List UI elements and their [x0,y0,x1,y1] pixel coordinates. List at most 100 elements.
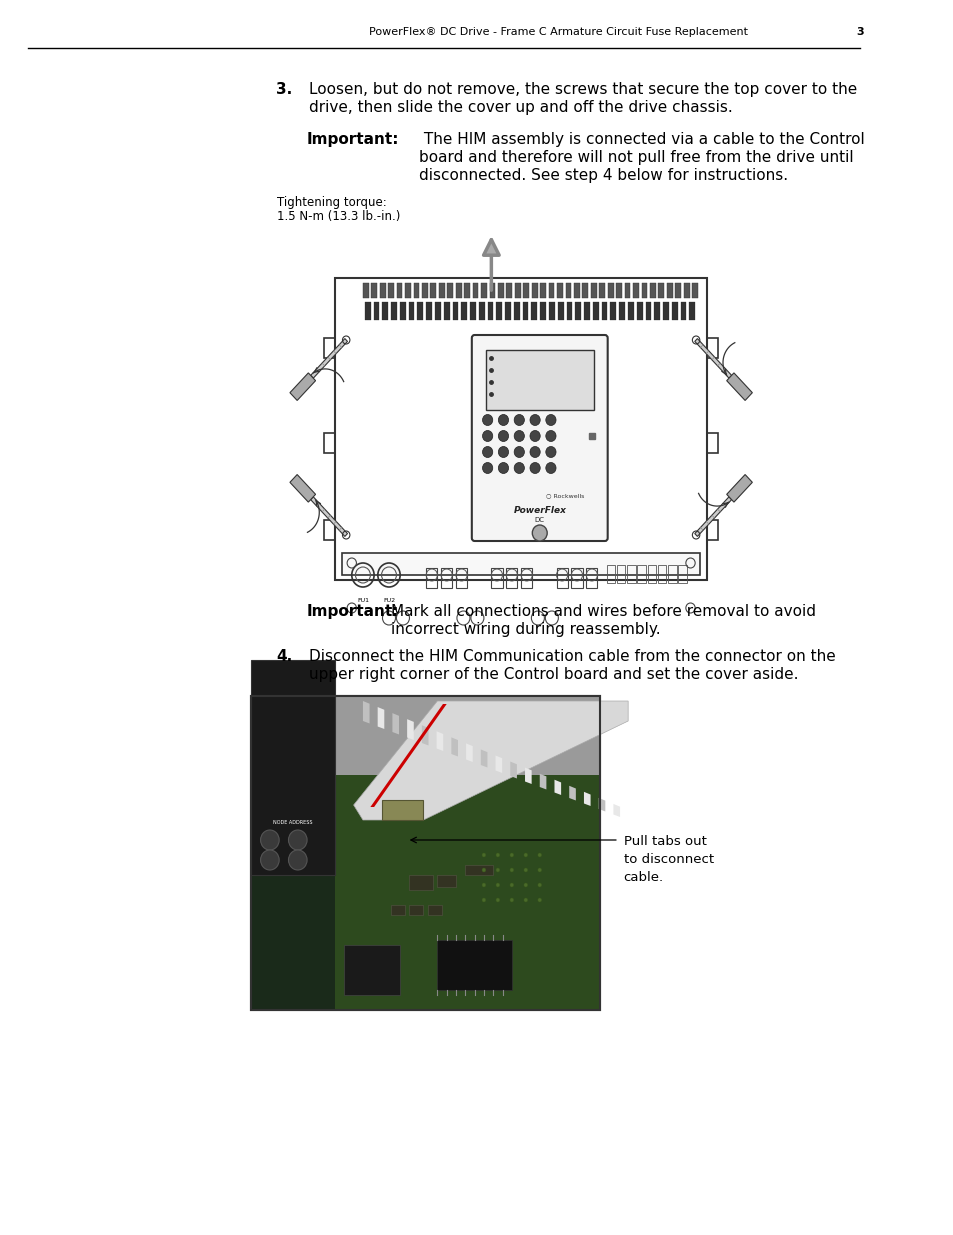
Circle shape [510,868,513,872]
Bar [414,283,419,298]
Bar [617,564,625,583]
Polygon shape [539,773,546,789]
Bar [391,303,396,320]
Bar [487,303,493,320]
Text: cable.: cable. [623,871,663,884]
Bar [497,283,503,298]
Bar [582,283,588,298]
Circle shape [532,525,547,541]
Bar [362,283,368,298]
Bar [627,303,633,320]
Bar [637,564,645,583]
Bar [666,283,672,298]
Polygon shape [495,756,501,773]
Bar [633,283,639,298]
Bar [618,303,624,320]
Bar [440,568,452,588]
Bar [571,568,582,588]
Circle shape [497,415,508,426]
Polygon shape [554,779,560,795]
Polygon shape [421,725,428,746]
Bar [548,283,554,298]
Bar [452,303,457,320]
Polygon shape [451,737,457,757]
Bar [436,940,512,990]
Text: disconnected. See step 4 below for instructions.: disconnected. See step 4 below for instr… [418,168,787,183]
Bar [539,283,545,298]
Polygon shape [524,768,531,784]
Circle shape [545,415,556,426]
Bar [399,303,405,320]
Polygon shape [392,713,398,735]
Bar [522,303,528,320]
Bar [590,283,596,298]
Bar [436,876,456,887]
Circle shape [260,850,279,869]
Circle shape [496,883,499,887]
Bar [557,283,562,298]
FancyBboxPatch shape [472,335,607,541]
Bar [658,564,665,583]
Bar [574,283,579,298]
Text: Disconnect the HIM Communication cable from the connector on the: Disconnect the HIM Communication cable f… [309,650,835,664]
Bar [662,303,668,320]
Bar [489,283,495,298]
Bar [364,303,370,320]
Text: DC: DC [535,517,544,522]
Text: 1.5 N-m (13.3 lb.-in.): 1.5 N-m (13.3 lb.-in.) [277,210,400,224]
Circle shape [496,898,499,902]
Bar [689,303,695,320]
Bar [566,303,572,320]
Bar [323,338,335,358]
Bar [409,876,433,890]
Circle shape [530,462,539,473]
Bar [601,303,607,320]
Circle shape [482,447,493,457]
Bar [382,303,388,320]
Bar [515,283,520,298]
Text: incorrect wiring during reassembly.: incorrect wiring during reassembly. [391,622,659,637]
Circle shape [530,447,539,457]
Circle shape [514,415,524,426]
Polygon shape [694,338,731,378]
Text: 4.: 4. [275,650,292,664]
Bar [426,303,432,320]
Bar [342,553,700,576]
Bar [626,564,635,583]
Bar [461,303,467,320]
Text: Pull tabs out: Pull tabs out [623,835,705,848]
Polygon shape [377,708,384,729]
Bar [706,338,718,358]
Bar [438,283,444,298]
Bar [408,303,414,320]
Bar [447,283,453,298]
Bar [344,945,399,995]
Circle shape [510,883,513,887]
Bar [496,303,501,320]
Polygon shape [354,701,627,820]
Bar [374,303,379,320]
Polygon shape [480,750,487,767]
Bar [640,283,647,298]
Circle shape [482,462,493,473]
Bar [531,303,537,320]
Bar [421,283,427,298]
Bar [645,303,651,320]
Text: NODE ADDRESS: NODE ADDRESS [274,820,313,825]
Polygon shape [510,762,517,778]
Circle shape [510,898,513,902]
Polygon shape [407,719,414,740]
Circle shape [482,431,493,441]
Bar [598,283,604,298]
Bar [480,283,486,298]
Bar [251,659,335,876]
Bar [706,433,718,453]
Bar [435,303,440,320]
Bar [335,776,599,1010]
Circle shape [496,868,499,872]
Bar [658,283,663,298]
Bar [575,303,580,320]
Polygon shape [598,798,605,811]
Circle shape [537,853,541,857]
Text: board and therefore will not pull free from the drive until: board and therefore will not pull free f… [418,149,853,165]
